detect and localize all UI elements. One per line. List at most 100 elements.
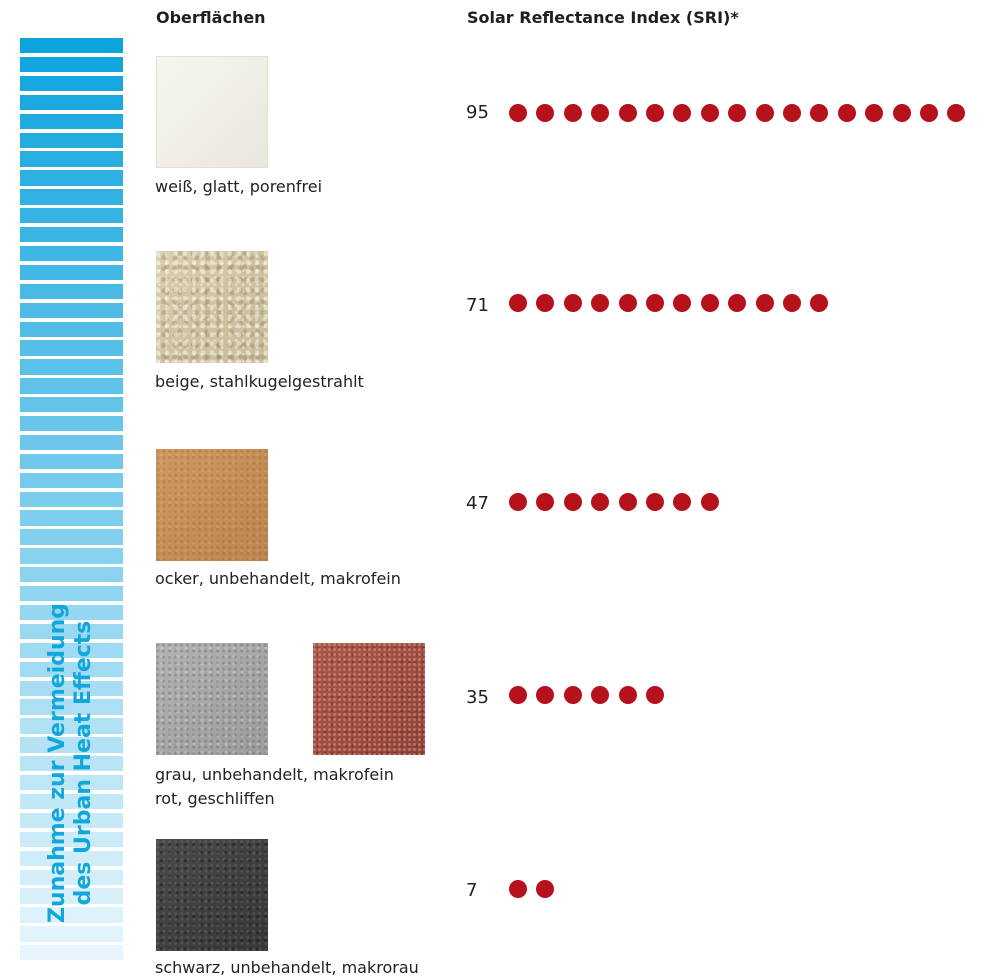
sri-value-label: 47 <box>466 493 489 514</box>
gradient-stripe <box>20 888 123 904</box>
gradient-stripe <box>20 340 123 356</box>
gradient-stripe <box>20 775 123 791</box>
sri-value-label: 95 <box>466 102 489 123</box>
sri-dot <box>563 104 582 122</box>
sri-dot <box>865 104 884 122</box>
surface-swatch-white <box>156 56 268 168</box>
gradient-stripe <box>20 718 123 734</box>
gradient-stripe <box>20 453 123 470</box>
sri-dot <box>563 686 582 704</box>
sri-dot <box>947 104 966 122</box>
gradient-stripe <box>20 94 123 111</box>
gradient-stripe <box>20 586 123 602</box>
sri-dot <box>536 686 555 704</box>
sri-dot <box>536 104 555 122</box>
gradient-stripe <box>20 907 123 923</box>
surface-swatch-red <box>313 643 425 755</box>
gradient-stripe <box>20 397 123 413</box>
sri-dot <box>783 104 801 122</box>
surface-swatch-black <box>156 839 268 951</box>
gradient-stripe <box>20 321 123 337</box>
sri-dot <box>646 294 664 312</box>
gradient-stripe <box>20 472 123 489</box>
gradient-stripe <box>20 831 123 848</box>
gradient-stripe <box>20 850 123 866</box>
gradient-stripe <box>20 416 123 432</box>
gradient-stripe <box>20 264 123 281</box>
gradient-stripe <box>20 170 123 186</box>
gradient-stripe <box>20 529 123 545</box>
gradient-label-line-2: des Urban Heat Effects <box>71 620 96 906</box>
sri-dot <box>536 493 555 511</box>
surface-swatch-grey <box>156 643 268 755</box>
surface-caption-red: rot, geschliffen <box>155 789 275 808</box>
sri-dot <box>536 880 555 898</box>
sri-dot <box>591 104 610 122</box>
sri-dot <box>810 104 829 122</box>
gradient-stripe <box>20 75 123 92</box>
gradient-stripe <box>20 113 123 129</box>
sri-dot <box>591 493 610 511</box>
sri-dot <box>700 294 719 312</box>
sri-dot <box>700 493 719 511</box>
column-header-sri: Solar Reflectance Index (SRI)* <box>467 8 739 27</box>
gradient-stripe <box>20 359 123 375</box>
urban-heat-gradient-bar <box>20 38 123 964</box>
surface-caption-ochre: ocker, unbehandelt, makrofein <box>155 569 401 588</box>
gradient-stripe <box>20 812 123 829</box>
gradient-stripe <box>20 737 123 753</box>
column-header-surfaces: Oberflächen <box>156 8 266 27</box>
gradient-stripe <box>20 699 123 715</box>
sri-dot <box>810 294 829 312</box>
sri-dot <box>618 104 637 122</box>
sri-value-label: 35 <box>466 687 489 708</box>
surface-caption-black: schwarz, unbehandelt, makrorau <box>155 958 419 977</box>
gradient-stripe <box>20 548 123 564</box>
sri-dot <box>509 880 527 898</box>
gradient-stripe <box>20 302 123 318</box>
sri-dot <box>618 686 637 704</box>
gradient-stripe <box>20 680 123 696</box>
sri-dot <box>783 294 801 312</box>
gradient-label-line-1: Zunahme zur Vermeidung <box>45 602 70 924</box>
sri-dot <box>673 104 692 122</box>
sri-dot <box>646 686 664 704</box>
surface-caption-beige: beige, stahlkugelgestrahlt <box>155 372 364 391</box>
gradient-stripe <box>20 245 123 262</box>
sri-dot <box>920 104 938 122</box>
sri-dot <box>892 104 911 122</box>
surface-caption-white: weiß, glatt, porenfrei <box>155 177 323 196</box>
gradient-stripe <box>20 189 123 205</box>
sri-dot <box>646 104 664 122</box>
sri-dot <box>563 294 582 312</box>
sri-dot <box>509 493 527 511</box>
gradient-stripe <box>20 38 123 54</box>
sri-dot <box>563 493 582 511</box>
sri-dot <box>755 294 774 312</box>
sri-value-label: 7 <box>466 880 478 901</box>
gradient-stripe <box>20 793 123 810</box>
gradient-stripe <box>20 604 123 621</box>
sri-dot <box>509 686 527 704</box>
sri-dot <box>673 493 692 511</box>
sri-dot <box>673 294 692 312</box>
gradient-stripe <box>20 926 123 942</box>
gradient-stripe <box>20 434 123 451</box>
sri-dot <box>618 493 637 511</box>
gradient-stripe <box>20 661 123 677</box>
sri-dot <box>591 686 610 704</box>
gradient-stripe <box>20 208 123 224</box>
gradient-stripe <box>20 869 123 885</box>
gradient-stripe <box>20 378 123 394</box>
sri-value-label: 71 <box>466 295 489 316</box>
gradient-stripe <box>20 510 123 526</box>
gradient-stripe <box>20 56 123 73</box>
gradient-stripe <box>20 151 123 167</box>
sri-dot <box>509 294 527 312</box>
gradient-stripe <box>20 623 123 640</box>
surface-swatch-ochre <box>156 449 268 561</box>
sri-dot <box>618 294 637 312</box>
sri-dot <box>728 294 747 312</box>
sri-dot <box>646 493 664 511</box>
surface-caption-grey: grau, unbehandelt, makrofein <box>155 765 394 784</box>
